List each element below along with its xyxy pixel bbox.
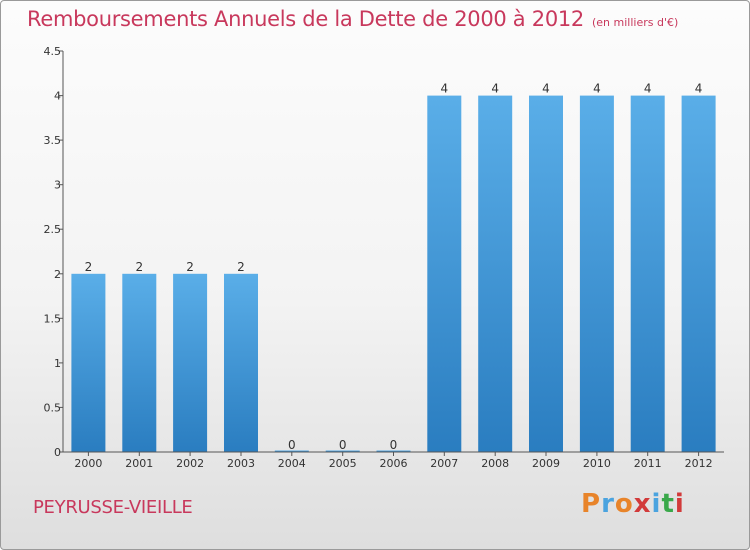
y-tick-label: 3: [54, 179, 61, 192]
x-tick-label-2006: 2006: [380, 457, 408, 470]
x-tick-label-2003: 2003: [227, 457, 255, 470]
y-tick-label: 3.5: [44, 134, 62, 147]
value-label-2003: 2: [237, 260, 245, 274]
value-label-2008: 4: [491, 82, 499, 96]
bar-2001: [122, 273, 157, 452]
bar-2012: [681, 95, 716, 452]
y-tick-label: 0.5: [44, 401, 62, 414]
bar-2002: [173, 273, 208, 452]
value-label-2010: 4: [593, 82, 601, 96]
x-tick-label-2001: 2001: [125, 457, 153, 470]
bar-2009: [529, 95, 563, 452]
x-tick-label-2009: 2009: [532, 457, 560, 470]
proxiti-logo[interactable]: Proxiti: [581, 489, 685, 519]
bar-2006: [376, 450, 411, 452]
logo-letter: t: [661, 489, 675, 519]
x-tick-label-2002: 2002: [176, 457, 204, 470]
logo-letter: P: [581, 489, 602, 519]
value-label-2006: 0: [390, 438, 398, 452]
x-tick-label-2010: 2010: [583, 457, 611, 470]
bar-2005: [325, 450, 360, 452]
y-tick-label: 2.5: [44, 223, 62, 236]
bars-group: [71, 95, 716, 452]
bar-2004: [274, 450, 309, 452]
x-tick-label-2011: 2011: [634, 457, 662, 470]
value-label-2012: 4: [695, 82, 703, 96]
value-labels-group: 2 2 2 2 0 0 0 4 4 4 4 4 4: [85, 82, 703, 452]
bar-2003: [224, 273, 258, 452]
value-label-2000: 2: [85, 260, 93, 274]
value-label-2001: 2: [135, 260, 143, 274]
y-tick-label: 1: [54, 357, 61, 370]
x-tick-label-2005: 2005: [329, 457, 357, 470]
x-tick-label-2008: 2008: [481, 457, 509, 470]
value-label-2004: 0: [288, 438, 296, 452]
logo-letter: x: [633, 489, 652, 519]
unit-note: (en milliers d'€): [592, 16, 679, 29]
logo-letter: r: [601, 489, 615, 519]
value-label-2009: 4: [542, 82, 550, 96]
y-tick-label: 4.5: [44, 45, 62, 58]
x-tick-label-2004: 2004: [278, 457, 306, 470]
value-label-2002: 2: [186, 260, 194, 274]
chart-title: Remboursements Annuels de la Dette de 20…: [27, 7, 678, 31]
logo-letter: o: [614, 489, 634, 519]
x-axis-ticks: 2000 2001 2002 2003 2004 2005 2006 2007 2008 2009…: [74, 452, 713, 470]
x-tick-label-2007: 2007: [430, 457, 458, 470]
y-tick-label: 2: [54, 268, 61, 281]
x-tick-label-2000: 2000: [74, 457, 102, 470]
bar-2007: [427, 95, 462, 452]
y-tick-label: 4: [54, 90, 61, 103]
bar-2011: [630, 95, 665, 452]
bar-2000: [71, 273, 106, 452]
place-name: PEYRUSSE-VIEILLE: [33, 497, 193, 518]
value-label-2005: 0: [339, 438, 347, 452]
logo-letter: i: [674, 489, 685, 519]
x-tick-label-2012: 2012: [685, 457, 713, 470]
y-tick-label: 0: [54, 446, 61, 459]
y-axis-ticks: 0 0.5 1 1.5 2 2.5 3 3.5 4 4.5: [44, 45, 63, 459]
value-label-2007: 4: [440, 82, 448, 96]
y-tick-label: 1.5: [44, 312, 62, 325]
value-label-2011: 4: [644, 82, 652, 96]
chart-title-text: Remboursements Annuels de la Dette de 20…: [27, 7, 584, 31]
bar-2008: [478, 95, 513, 452]
bar-2010: [579, 95, 614, 452]
logo-letter: i: [651, 489, 662, 519]
